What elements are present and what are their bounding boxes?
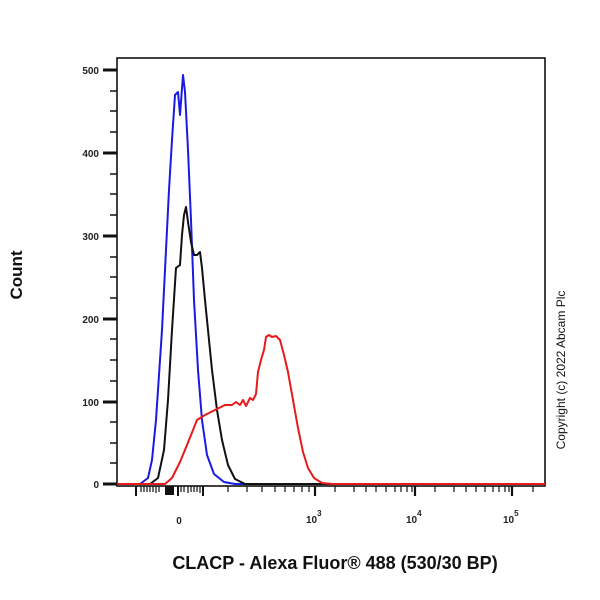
y-tick-500: 500 bbox=[82, 66, 99, 77]
plot-frame bbox=[116, 57, 546, 487]
y-tick-labels: 0 100 200 300 400 500 bbox=[82, 66, 99, 491]
copyright-notice: Copyright (c) 2022 Abcam Plc bbox=[548, 240, 574, 500]
x-axis-title: CLACP - Alexa Fluor® 488 (530/30 BP) bbox=[172, 553, 498, 573]
y-tick-200: 200 bbox=[82, 315, 99, 326]
y-axis-title-text: Count bbox=[7, 250, 26, 300]
y-tick-100: 100 bbox=[82, 398, 99, 409]
series-unlabelled-black bbox=[117, 206, 545, 485]
x-tick-0: 0 bbox=[176, 516, 182, 527]
y-axis bbox=[103, 68, 117, 486]
y-tick-400: 400 bbox=[82, 149, 99, 160]
y-tick-0: 0 bbox=[93, 480, 99, 491]
y-tick-300: 300 bbox=[82, 232, 99, 243]
x-tick-labels: 0 103 104 105 bbox=[176, 509, 519, 527]
series-isotype-blue bbox=[117, 74, 545, 485]
x-tick-1e4: 104 bbox=[406, 509, 422, 526]
series-clacp-red bbox=[117, 334, 545, 485]
x-tick-1e5: 105 bbox=[503, 509, 519, 526]
y-axis-title: Count bbox=[2, 240, 32, 310]
x-tick-1e3: 103 bbox=[306, 509, 322, 526]
x-axis bbox=[135, 486, 534, 496]
copyright-text: Copyright (c) 2022 Abcam Plc bbox=[554, 290, 568, 450]
